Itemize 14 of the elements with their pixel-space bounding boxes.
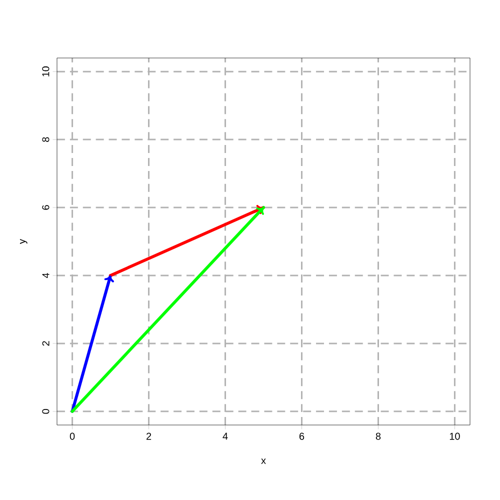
y-tick-label: 6: [42, 205, 50, 210]
x-tick-label: 4: [222, 432, 228, 440]
x-tick-label: 8: [376, 432, 381, 440]
y-tick-label: 2: [42, 341, 50, 346]
x-tick-label: 10: [450, 432, 460, 440]
y-tick-label: 10: [42, 66, 50, 76]
x-tick-label: 0: [70, 432, 75, 440]
y-axis-title: y: [20, 239, 28, 244]
y-tick-label: 0: [42, 409, 50, 414]
x-tick-label: 6: [299, 432, 304, 440]
x-tick-label: 2: [146, 432, 152, 440]
x-axis-title: x: [261, 458, 266, 464]
y-tick-label: 4: [42, 272, 50, 278]
y-tick-label: 8: [42, 137, 50, 142]
